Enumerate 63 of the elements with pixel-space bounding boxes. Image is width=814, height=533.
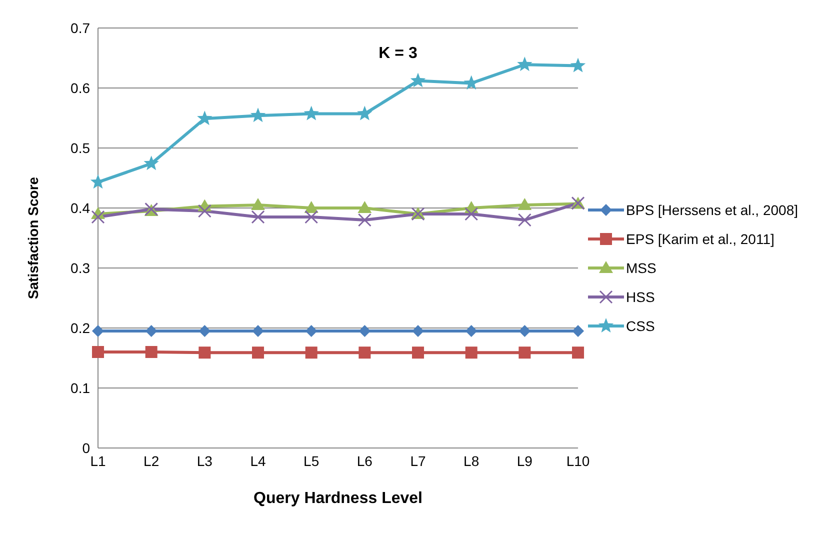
point — [251, 198, 266, 210]
point — [145, 346, 158, 358]
point — [198, 346, 211, 359]
point — [572, 325, 584, 337]
point — [304, 210, 318, 224]
point — [572, 346, 584, 359]
x-tick-label: L2 — [144, 452, 160, 469]
point — [570, 58, 586, 72]
point — [251, 210, 265, 224]
y-tick-label: 0.1 — [70, 380, 90, 396]
x-tick-label: L1 — [90, 452, 106, 469]
y-tick-label: 0.6 — [70, 80, 90, 96]
x-tick-label: L4 — [250, 452, 266, 469]
point — [517, 56, 532, 72]
point — [518, 346, 531, 359]
legend-label: CSS — [626, 316, 655, 336]
point — [358, 201, 372, 213]
point — [518, 325, 531, 337]
y-tick-label: 0.5 — [70, 140, 90, 156]
point — [410, 72, 426, 88]
x-tick-label: L8 — [464, 452, 480, 469]
point — [92, 325, 104, 337]
point — [198, 204, 212, 218]
point — [305, 346, 318, 359]
legend-label: MSS — [626, 258, 656, 278]
point — [304, 106, 319, 120]
point — [412, 346, 424, 359]
point — [358, 325, 371, 337]
y-tick-label: 0.4 — [70, 200, 90, 216]
point — [358, 346, 371, 359]
x-tick-label: L5 — [304, 452, 320, 469]
y-axis-title: Satisfaction Score — [24, 176, 41, 300]
y-tick-label: 0.3 — [70, 260, 90, 276]
point — [518, 213, 532, 227]
y-tick-label: 0.7 — [70, 20, 90, 36]
legend-label: HSS — [626, 288, 655, 306]
legend-label: EPS [Karim et al., 2011] — [626, 230, 774, 249]
point — [465, 346, 478, 359]
point — [357, 106, 372, 120]
point — [304, 201, 318, 213]
point — [197, 110, 212, 126]
point — [92, 346, 104, 358]
x-tick-label: L9 — [516, 452, 533, 469]
y-tick-label: 0 — [82, 440, 90, 456]
x-tick-label: L3 — [196, 452, 213, 469]
point — [465, 325, 478, 337]
point — [144, 156, 159, 170]
point — [145, 325, 158, 337]
point — [305, 325, 318, 337]
y-tick-label: 0.2 — [70, 320, 90, 336]
point — [250, 108, 266, 122]
point — [358, 213, 372, 227]
point — [464, 207, 478, 221]
x-tick-label: L10 — [566, 452, 590, 469]
legend-label: BPS [Herssens et al., 2008] — [626, 200, 798, 220]
x-tick-label: L6 — [356, 452, 373, 469]
text: K = 3 — [378, 45, 418, 62]
point — [252, 346, 264, 359]
point — [91, 210, 105, 224]
point — [198, 325, 211, 337]
x-axis-title: Query Hardness Level — [254, 490, 422, 507]
point — [518, 198, 532, 210]
x-tick-label: L7 — [410, 452, 426, 469]
